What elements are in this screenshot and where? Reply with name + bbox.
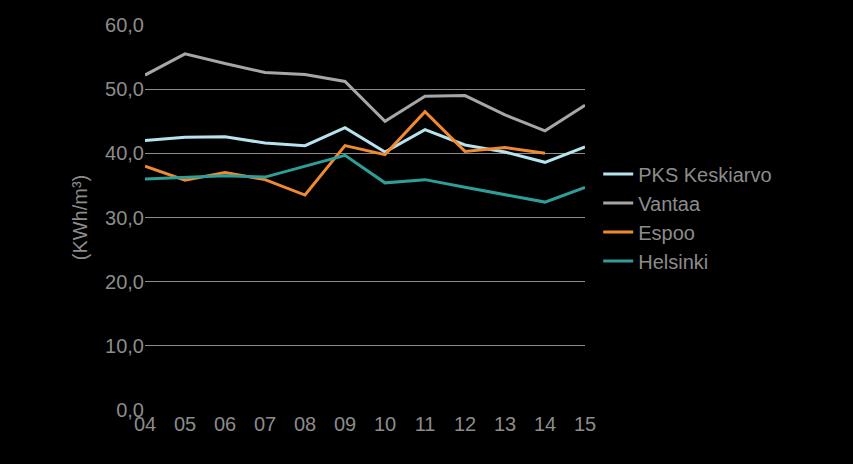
svg-text:13: 13 (494, 413, 516, 435)
svg-text:12: 12 (454, 413, 476, 435)
svg-text:10,0: 10,0 (105, 335, 144, 357)
svg-text:15: 15 (574, 413, 596, 435)
svg-text:05: 05 (174, 413, 196, 435)
svg-text:11: 11 (415, 413, 436, 435)
svg-text:(KWh/m³): (KWh/m³) (69, 175, 91, 261)
svg-text:09: 09 (334, 413, 356, 435)
svg-text:20,0: 20,0 (105, 271, 144, 293)
svg-text:06: 06 (214, 413, 236, 435)
svg-text:08: 08 (294, 413, 316, 435)
svg-text:14: 14 (534, 413, 556, 435)
svg-text:Vantaa: Vantaa (638, 193, 701, 215)
svg-text:PKS Keskiarvo: PKS Keskiarvo (638, 164, 771, 186)
svg-text:60,0: 60,0 (105, 14, 144, 36)
svg-text:Espoo: Espoo (638, 222, 695, 244)
svg-text:04: 04 (134, 413, 156, 435)
svg-text:07: 07 (254, 413, 276, 435)
svg-text:30,0: 30,0 (105, 207, 144, 229)
svg-text:0,0: 0,0 (116, 399, 144, 421)
svg-text:Helsinki: Helsinki (638, 251, 708, 273)
svg-text:40,0: 40,0 (105, 142, 144, 164)
svg-text:10: 10 (374, 413, 396, 435)
svg-text:50,0: 50,0 (105, 78, 144, 100)
